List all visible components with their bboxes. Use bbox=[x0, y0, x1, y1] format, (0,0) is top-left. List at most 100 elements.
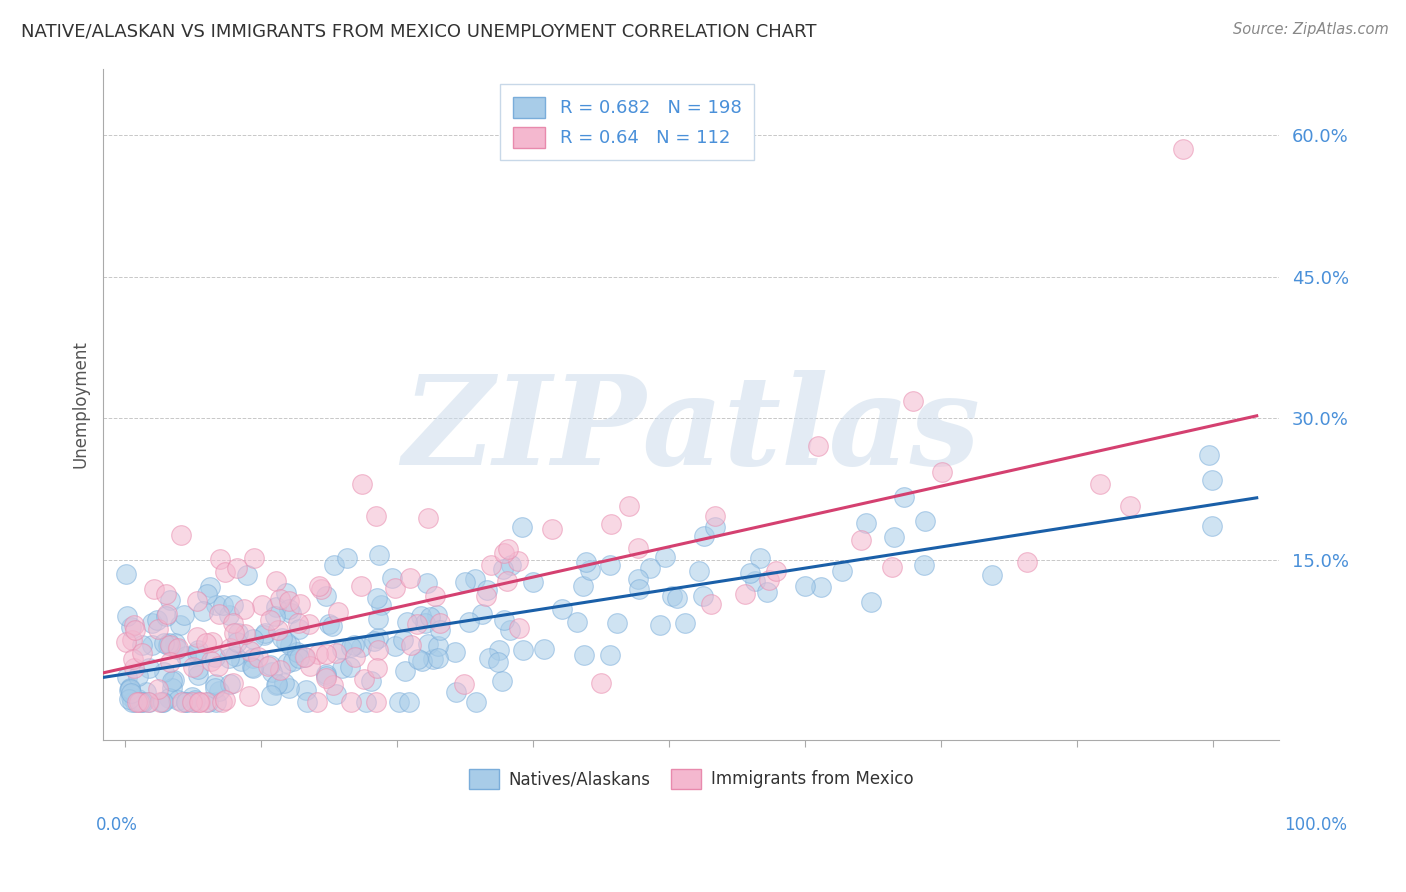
Natives/Alaskans bbox=[912, 558, 935, 572]
Natives/Alaskans bbox=[120, 690, 142, 704]
Natives/Alaskans bbox=[208, 683, 231, 698]
Natives/Alaskans bbox=[117, 682, 139, 697]
Natives/Alaskans bbox=[228, 625, 250, 640]
Natives/Alaskans bbox=[124, 695, 146, 709]
Immigrants from Mexico bbox=[364, 508, 387, 523]
Natives/Alaskans bbox=[1198, 448, 1220, 462]
Immigrants from Mexico bbox=[188, 695, 211, 709]
Natives/Alaskans bbox=[253, 626, 276, 640]
Natives/Alaskans bbox=[398, 695, 420, 709]
Immigrants from Mexico bbox=[315, 647, 337, 661]
Immigrants from Mexico bbox=[149, 695, 172, 709]
Immigrants from Mexico bbox=[617, 499, 640, 513]
Natives/Alaskans bbox=[157, 636, 180, 650]
Immigrants from Mexico bbox=[309, 582, 332, 597]
Natives/Alaskans bbox=[263, 609, 285, 624]
Immigrants from Mexico bbox=[506, 554, 529, 568]
Immigrants from Mexico bbox=[591, 675, 613, 690]
Natives/Alaskans bbox=[155, 608, 177, 623]
Immigrants from Mexico bbox=[170, 695, 193, 709]
Natives/Alaskans bbox=[225, 635, 247, 649]
Immigrants from Mexico bbox=[1171, 142, 1194, 156]
Immigrants from Mexico bbox=[124, 624, 146, 638]
Natives/Alaskans bbox=[575, 555, 598, 569]
Immigrants from Mexico bbox=[238, 689, 260, 703]
Immigrants from Mexico bbox=[257, 658, 280, 673]
Natives/Alaskans bbox=[229, 654, 252, 668]
Natives/Alaskans bbox=[183, 693, 205, 707]
Immigrants from Mexico bbox=[239, 644, 262, 658]
Natives/Alaskans bbox=[411, 654, 433, 668]
Natives/Alaskans bbox=[318, 616, 340, 631]
Immigrants from Mexico bbox=[269, 592, 291, 607]
Immigrants from Mexico bbox=[882, 560, 904, 574]
Immigrants from Mexico bbox=[806, 439, 828, 453]
Natives/Alaskans bbox=[396, 615, 419, 630]
Natives/Alaskans bbox=[278, 638, 301, 652]
Natives/Alaskans bbox=[212, 599, 235, 613]
Immigrants from Mexico bbox=[734, 587, 756, 601]
Text: NATIVE/ALASKAN VS IMMIGRANTS FROM MEXICO UNEMPLOYMENT CORRELATION CHART: NATIVE/ALASKAN VS IMMIGRANTS FROM MEXICO… bbox=[21, 22, 817, 40]
Immigrants from Mexico bbox=[287, 616, 309, 631]
Natives/Alaskans bbox=[277, 681, 299, 695]
Immigrants from Mexico bbox=[186, 630, 208, 644]
Legend: Natives/Alaskans, Immigrants from Mexico: Natives/Alaskans, Immigrants from Mexico bbox=[461, 763, 920, 796]
Natives/Alaskans bbox=[336, 551, 359, 566]
Natives/Alaskans bbox=[565, 615, 588, 629]
Immigrants from Mexico bbox=[226, 560, 249, 574]
Natives/Alaskans bbox=[242, 651, 264, 665]
Natives/Alaskans bbox=[131, 639, 153, 653]
Natives/Alaskans bbox=[914, 514, 936, 528]
Immigrants from Mexico bbox=[269, 663, 291, 677]
Immigrants from Mexico bbox=[366, 660, 388, 674]
Natives/Alaskans bbox=[1201, 518, 1223, 533]
Natives/Alaskans bbox=[315, 589, 337, 603]
Natives/Alaskans bbox=[443, 645, 465, 659]
Natives/Alaskans bbox=[222, 599, 245, 613]
Natives/Alaskans bbox=[749, 551, 772, 566]
Natives/Alaskans bbox=[219, 677, 242, 691]
Natives/Alaskans bbox=[486, 655, 509, 669]
Natives/Alaskans bbox=[273, 675, 295, 690]
Natives/Alaskans bbox=[127, 669, 149, 683]
Natives/Alaskans bbox=[416, 576, 439, 591]
Immigrants from Mexico bbox=[492, 546, 515, 560]
Immigrants from Mexico bbox=[155, 587, 177, 601]
Immigrants from Mexico bbox=[340, 695, 363, 709]
Immigrants from Mexico bbox=[122, 661, 145, 675]
Natives/Alaskans bbox=[157, 638, 180, 652]
Immigrants from Mexico bbox=[307, 648, 329, 662]
Natives/Alaskans bbox=[195, 587, 218, 601]
Natives/Alaskans bbox=[426, 607, 449, 622]
Immigrants from Mexico bbox=[219, 640, 242, 655]
Natives/Alaskans bbox=[193, 604, 215, 618]
Immigrants from Mexico bbox=[325, 646, 347, 660]
Natives/Alaskans bbox=[174, 695, 197, 709]
Natives/Alaskans bbox=[673, 616, 696, 631]
Immigrants from Mexico bbox=[384, 581, 406, 595]
Natives/Alaskans bbox=[187, 662, 209, 676]
Natives/Alaskans bbox=[980, 568, 1002, 582]
Natives/Alaskans bbox=[160, 673, 183, 688]
Natives/Alaskans bbox=[260, 688, 283, 702]
Immigrants from Mexico bbox=[167, 640, 190, 655]
Immigrants from Mexico bbox=[124, 618, 146, 632]
Natives/Alaskans bbox=[339, 660, 361, 674]
Natives/Alaskans bbox=[429, 623, 451, 637]
Natives/Alaskans bbox=[384, 639, 406, 653]
Immigrants from Mexico bbox=[247, 650, 270, 665]
Natives/Alaskans bbox=[162, 673, 184, 687]
Text: ZIPatlas: ZIPatlas bbox=[402, 370, 980, 491]
Immigrants from Mexico bbox=[233, 627, 256, 641]
Natives/Alaskans bbox=[354, 695, 377, 709]
Immigrants from Mexico bbox=[322, 678, 344, 692]
Immigrants from Mexico bbox=[294, 649, 316, 664]
Immigrants from Mexico bbox=[222, 615, 245, 630]
Immigrants from Mexico bbox=[207, 659, 229, 673]
Immigrants from Mexico bbox=[627, 541, 650, 555]
Natives/Alaskans bbox=[883, 530, 905, 544]
Natives/Alaskans bbox=[471, 607, 494, 622]
Natives/Alaskans bbox=[242, 632, 264, 646]
Natives/Alaskans bbox=[579, 564, 602, 578]
Immigrants from Mexico bbox=[367, 642, 389, 657]
